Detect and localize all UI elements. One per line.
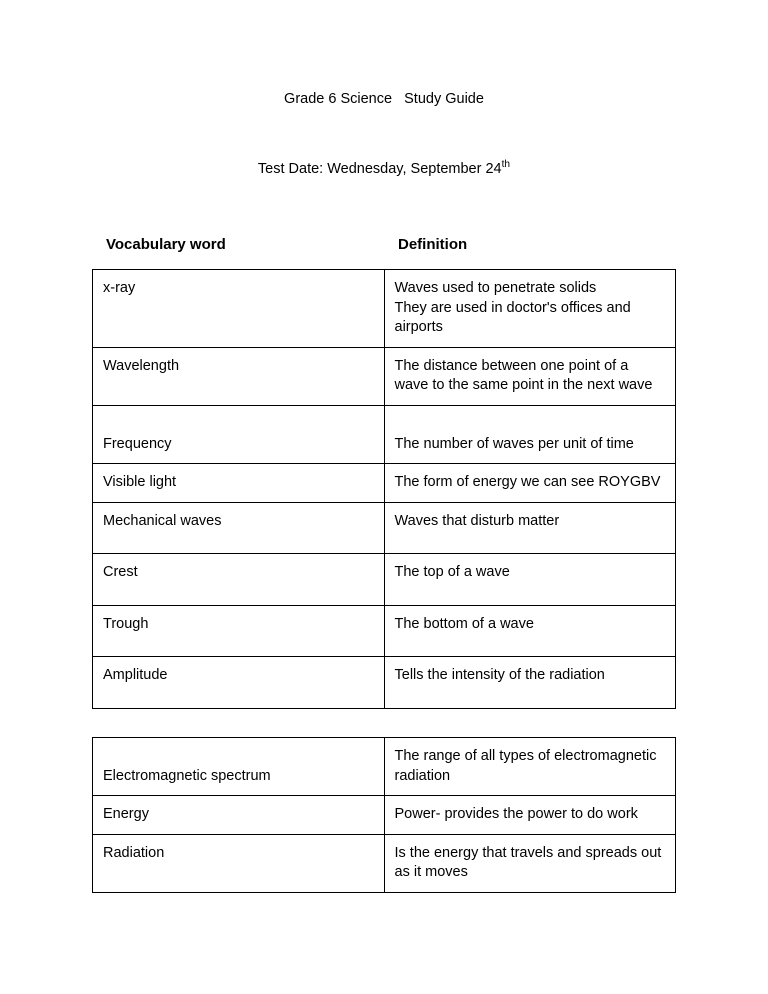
table-row: WavelengthThe distance between one point… [93,347,676,405]
vocab-definition: Is the energy that travels and spreads o… [384,834,676,892]
vocab-definition: The number of waves per unit of time [384,406,676,464]
table-headers: Vocabulary word Definition [92,235,676,255]
table-row: FrequencyThe number of waves per unit of… [93,406,676,464]
test-date: Test Date: Wednesday, September 24th [92,158,676,179]
page-title: Grade 6 Science Study Guide [92,90,676,110]
vocab-term: Trough [93,605,385,657]
table-row: EnergyPower- provides the power to do wo… [93,796,676,835]
vocab-term: x-ray [93,270,385,348]
vocab-term: Electromagnetic spectrum [93,737,385,795]
table-gap [92,709,676,737]
test-date-text: Test Date: Wednesday, September 24 [258,160,502,176]
table-row: Visible lightThe form of energy we can s… [93,464,676,503]
vocab-definition: The top of a wave [384,554,676,606]
header-definition: Definition [384,235,676,255]
table-row: Mechanical wavesWaves that disturb matte… [93,502,676,554]
table-row: x-rayWaves used to penetrate solidsThey … [93,270,676,348]
table-row: TroughThe bottom of a wave [93,605,676,657]
vocab-term: Wavelength [93,347,385,405]
vocab-term: Radiation [93,834,385,892]
table-row: RadiationIs the energy that travels and … [93,834,676,892]
table-row: Electromagnetic spectrumThe range of all… [93,737,676,795]
vocab-term: Frequency [93,406,385,464]
vocab-definition: Waves used to penetrate solidsThey are u… [384,270,676,348]
vocab-definition: The bottom of a wave [384,605,676,657]
table-row: AmplitudeTells the intensity of the radi… [93,657,676,709]
document-page: Grade 6 Science Study Guide Test Date: W… [0,0,768,933]
vocab-term: Energy [93,796,385,835]
vocab-term: Amplitude [93,657,385,709]
vocab-table-2: Electromagnetic spectrumThe range of all… [92,737,676,893]
vocab-definition: The distance between one point of a wave… [384,347,676,405]
test-date-suffix: th [502,159,510,170]
header-vocab: Vocabulary word [92,235,384,255]
vocab-definition: Tells the intensity of the radiation [384,657,676,709]
table-row: Crest The top of a wave [93,554,676,606]
vocab-definition: Power- provides the power to do work [384,796,676,835]
vocab-term: Mechanical waves [93,502,385,554]
vocab-definition: Waves that disturb matter [384,502,676,554]
vocab-table-1: x-rayWaves used to penetrate solidsThey … [92,269,676,709]
vocab-definition: The range of all types of electromagneti… [384,737,676,795]
vocab-term: Crest [93,554,385,606]
vocab-definition: The form of energy we can see ROYGBV [384,464,676,503]
vocab-term: Visible light [93,464,385,503]
